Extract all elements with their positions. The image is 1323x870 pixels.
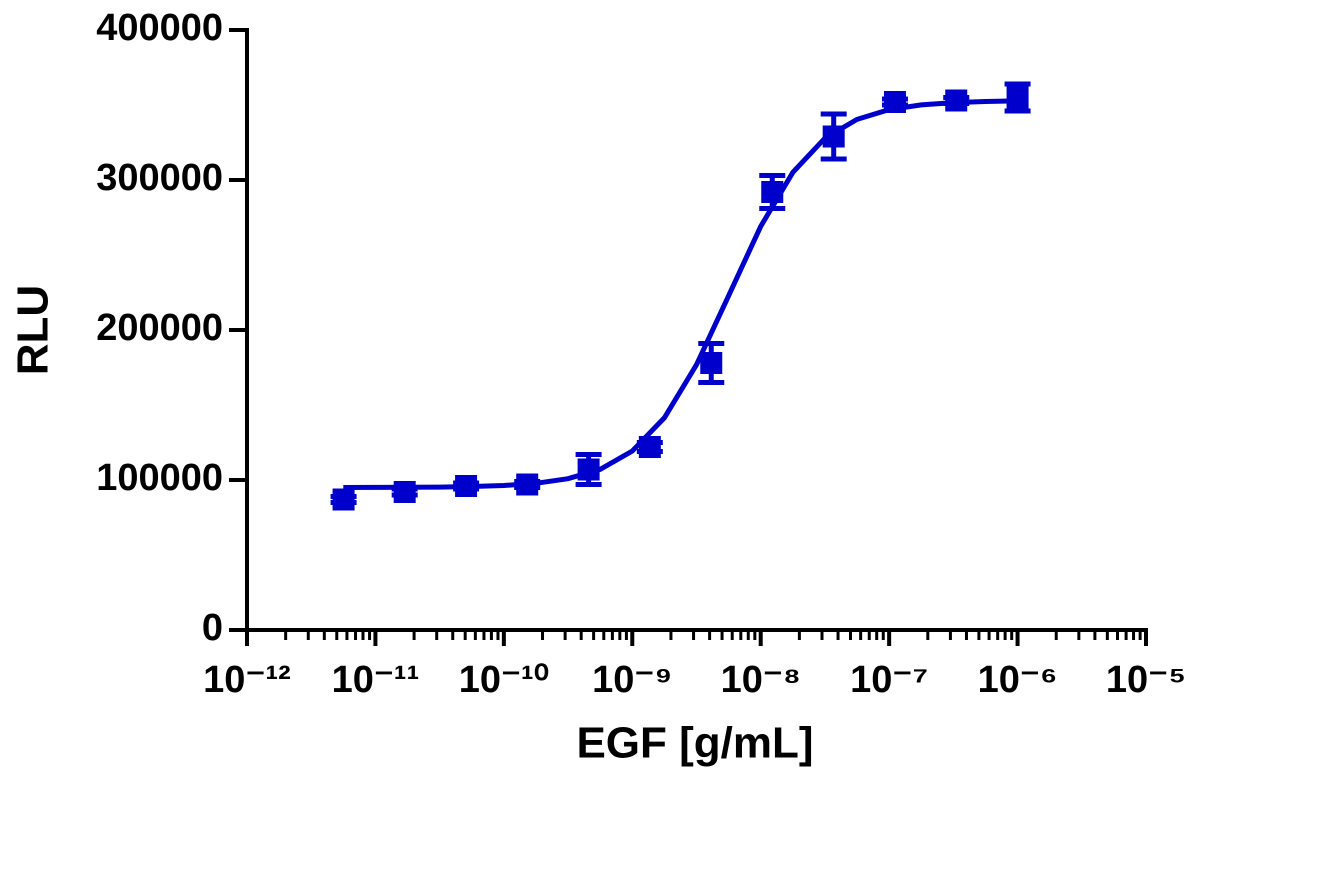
marker xyxy=(455,475,478,497)
marker xyxy=(883,91,906,113)
marker xyxy=(700,352,723,374)
x-axis-title: EGF [g/mL] xyxy=(576,719,813,768)
x-tick-label: 10⁻⁶ xyxy=(978,659,1058,701)
marker xyxy=(822,125,845,148)
marker xyxy=(761,181,784,203)
y-tick-label: 400000 xyxy=(96,7,223,49)
x-tick-label: 10⁻¹² xyxy=(203,659,291,701)
y-tick-label: 100000 xyxy=(96,457,223,499)
x-tick-label: 10⁻⁹ xyxy=(592,659,672,701)
marker xyxy=(393,481,416,503)
y-tick-label: 0 xyxy=(202,607,223,649)
x-tick-label: 10⁻¹⁰ xyxy=(459,659,549,701)
marker xyxy=(638,436,661,458)
y-axis-title: RLU xyxy=(9,285,58,375)
fit-curve xyxy=(343,98,1018,490)
x-tick-label: 10⁻⁸ xyxy=(721,659,801,701)
x-tick-label: 10⁻⁵ xyxy=(1106,659,1186,701)
y-tick-label: 200000 xyxy=(96,307,223,349)
x-tick-label: 10⁻⁷ xyxy=(850,659,928,701)
y-tick-label: 300000 xyxy=(96,157,223,199)
marker xyxy=(516,473,539,496)
x-tick-label: 10⁻¹¹ xyxy=(332,659,420,701)
marker xyxy=(577,458,600,481)
marker xyxy=(1006,86,1029,109)
marker xyxy=(332,488,355,511)
marker xyxy=(945,89,968,112)
